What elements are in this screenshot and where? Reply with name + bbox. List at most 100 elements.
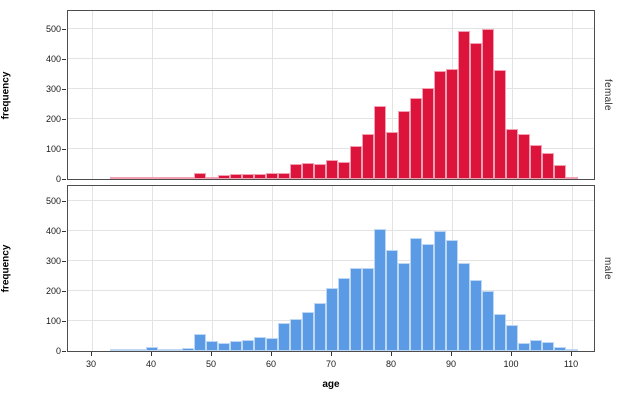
hist-bar-male-age-40 bbox=[146, 347, 158, 351]
hist-bar-male-age-86 bbox=[422, 244, 434, 351]
hist-bar-female-age-102 bbox=[518, 134, 530, 179]
hist-bar-female-age-58 bbox=[254, 174, 266, 179]
hist-bar-male-age-48 bbox=[194, 334, 206, 351]
hist-bar-male-age-94 bbox=[470, 280, 482, 351]
hist-bar-female-age-100 bbox=[506, 129, 518, 179]
x-tick-label-80: 80 bbox=[385, 359, 396, 369]
hist-bar-female-age-46 bbox=[182, 177, 194, 179]
y-tick-label-female-500: 500 bbox=[45, 24, 61, 34]
hist-bar-male-age-102 bbox=[518, 343, 530, 351]
y-tick-mark-female-300 bbox=[62, 89, 66, 90]
hist-bar-female-age-66 bbox=[302, 163, 314, 179]
hist-bar-male-age-34 bbox=[110, 349, 122, 351]
hist-bar-female-age-34 bbox=[110, 177, 122, 179]
hist-bar-female-age-96 bbox=[482, 29, 494, 179]
gridline-y-500 bbox=[68, 28, 594, 29]
panel-female bbox=[67, 10, 595, 180]
y-tick-mark-male-400 bbox=[62, 231, 66, 232]
y-tick-mark-male-300 bbox=[62, 261, 66, 262]
x-tick-label-30: 30 bbox=[85, 359, 96, 369]
hist-bar-female-age-62 bbox=[278, 173, 290, 179]
hist-bar-female-age-50 bbox=[206, 177, 218, 179]
gridline-y-500 bbox=[68, 200, 594, 201]
x-tick-mark-30 bbox=[91, 352, 92, 356]
hist-bar-female-age-60 bbox=[266, 173, 278, 179]
y-tick-mark-male-500 bbox=[62, 201, 66, 202]
hist-bar-female-age-86 bbox=[422, 88, 434, 179]
hist-bar-female-age-98 bbox=[494, 70, 506, 179]
hist-bar-male-age-70 bbox=[326, 288, 338, 351]
hist-bar-female-age-82 bbox=[398, 111, 410, 179]
hist-bar-female-age-74 bbox=[350, 146, 362, 179]
hist-bar-male-age-90 bbox=[446, 240, 458, 351]
y-tick-mark-female-400 bbox=[62, 59, 66, 60]
gridline-x-60 bbox=[272, 186, 273, 351]
hist-bar-female-age-88 bbox=[434, 71, 446, 179]
gridline-y-300 bbox=[68, 260, 594, 261]
hist-bar-male-age-58 bbox=[254, 337, 266, 351]
facet-strip-female: female bbox=[602, 79, 613, 111]
hist-bar-male-age-54 bbox=[230, 341, 242, 351]
x-tick-label-110: 110 bbox=[563, 359, 579, 369]
hist-bar-male-age-96 bbox=[482, 291, 494, 351]
hist-bar-male-age-84 bbox=[410, 238, 422, 351]
hist-bar-female-age-94 bbox=[470, 43, 482, 179]
gridline-y-100 bbox=[68, 148, 594, 149]
hist-bar-female-age-38 bbox=[134, 177, 146, 179]
hist-bar-male-age-38 bbox=[134, 349, 146, 351]
facet-strip-male: male bbox=[602, 256, 613, 280]
hist-bar-female-age-84 bbox=[410, 98, 422, 179]
hist-bar-female-age-72 bbox=[338, 162, 350, 179]
y-tick-label-male-0: 0 bbox=[55, 346, 61, 356]
gridline-y-200 bbox=[68, 118, 594, 119]
hist-bar-female-age-110 bbox=[566, 177, 578, 179]
x-tick-mark-70 bbox=[331, 352, 332, 356]
hist-bar-female-age-48 bbox=[194, 173, 206, 179]
y-tick-mark-female-200 bbox=[62, 119, 66, 120]
x-tick-label-50: 50 bbox=[205, 359, 216, 369]
gridline-x-80 bbox=[392, 11, 393, 179]
hist-bar-female-age-64 bbox=[290, 164, 302, 179]
hist-bar-male-age-44 bbox=[170, 349, 182, 351]
hist-bar-male-age-76 bbox=[362, 268, 374, 351]
hist-bar-male-age-110 bbox=[566, 349, 578, 351]
gridline-y-400 bbox=[68, 58, 594, 59]
hist-bar-male-age-74 bbox=[350, 268, 362, 351]
gridline-x-40 bbox=[152, 11, 153, 179]
hist-bar-male-age-50 bbox=[206, 341, 218, 351]
hist-bar-male-age-80 bbox=[386, 250, 398, 351]
x-tick-mark-60 bbox=[271, 352, 272, 356]
hist-bar-male-age-82 bbox=[398, 263, 410, 351]
gridline-x-110 bbox=[572, 186, 573, 351]
hist-bar-male-age-98 bbox=[494, 314, 506, 351]
panel-male bbox=[67, 185, 595, 352]
y-tick-label-female-100: 100 bbox=[45, 144, 61, 154]
y-tick-label-female-300: 300 bbox=[45, 84, 61, 94]
hist-bar-female-age-42 bbox=[158, 177, 170, 179]
x-tick-mark-80 bbox=[391, 352, 392, 356]
x-tick-mark-100 bbox=[511, 352, 512, 356]
y-tick-label-male-100: 100 bbox=[45, 316, 61, 326]
hist-bar-female-age-106 bbox=[542, 153, 554, 179]
gridline-x-110 bbox=[572, 11, 573, 179]
hist-bar-male-age-56 bbox=[242, 340, 254, 351]
x-tick-label-100: 100 bbox=[503, 359, 519, 369]
hist-bar-female-age-108 bbox=[554, 165, 566, 179]
hist-bar-male-age-104 bbox=[530, 340, 542, 351]
x-tick-mark-110 bbox=[571, 352, 572, 356]
hist-bar-female-age-56 bbox=[242, 174, 254, 179]
hist-bar-female-age-52 bbox=[218, 175, 230, 179]
hist-bar-female-age-36 bbox=[122, 177, 134, 179]
gridline-x-50 bbox=[212, 11, 213, 179]
hist-bar-male-age-60 bbox=[266, 338, 278, 351]
y-tick-mark-female-100 bbox=[62, 149, 66, 150]
hist-bar-male-age-52 bbox=[218, 343, 230, 351]
gridline-x-100 bbox=[512, 186, 513, 351]
x-tick-label-90: 90 bbox=[445, 359, 456, 369]
hist-bar-male-age-88 bbox=[434, 231, 446, 351]
y-tick-mark-female-0 bbox=[62, 179, 66, 180]
hist-bar-male-age-106 bbox=[542, 342, 554, 351]
gridline-y-400 bbox=[68, 230, 594, 231]
x-tick-label-70: 70 bbox=[325, 359, 336, 369]
